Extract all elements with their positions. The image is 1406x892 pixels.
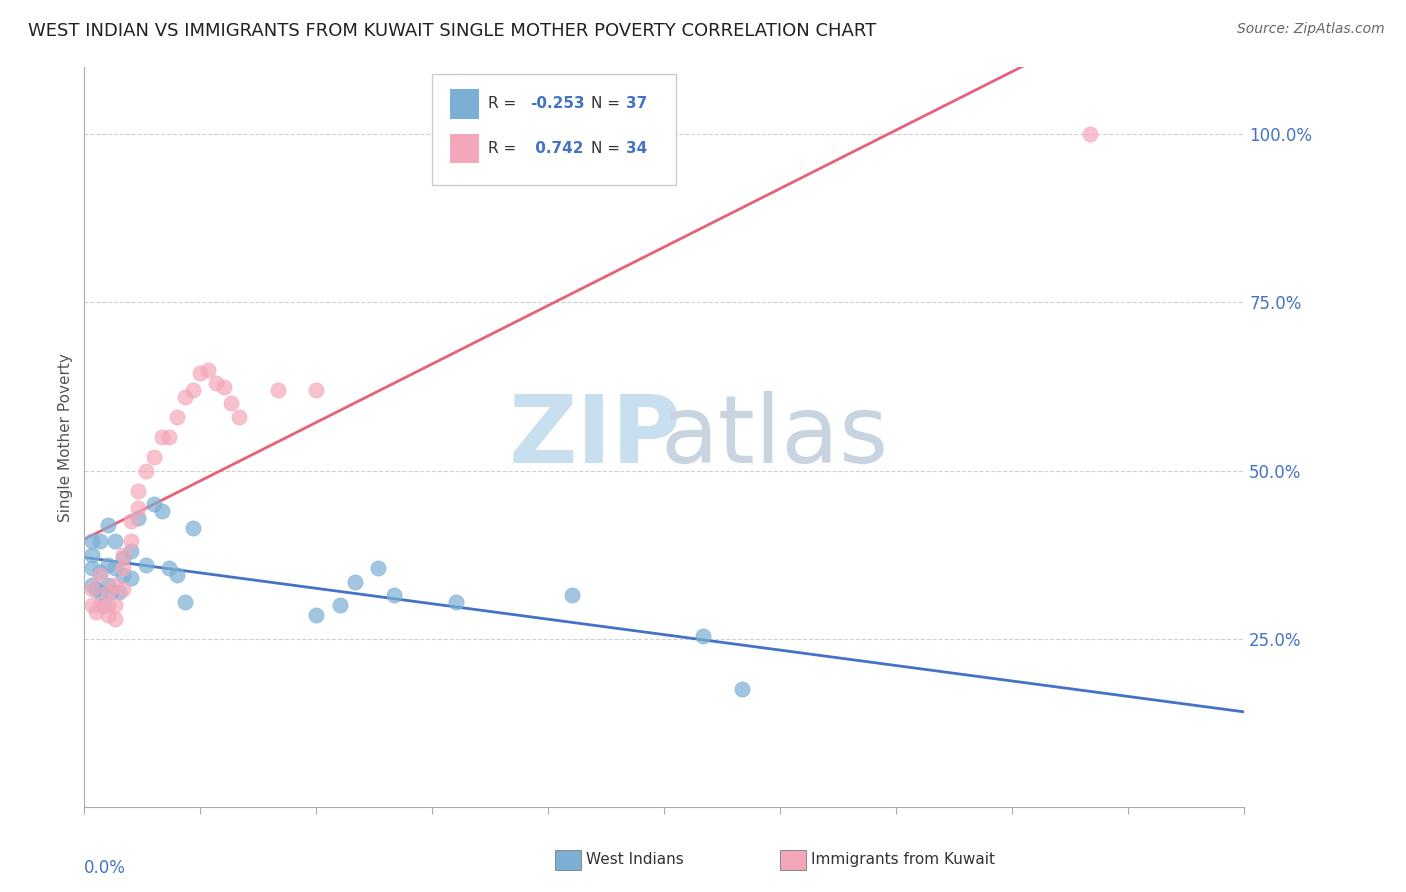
Point <box>197 363 219 377</box>
Point <box>692 629 714 643</box>
Text: atlas: atlas <box>661 391 889 483</box>
Point <box>84 605 107 619</box>
Point <box>212 379 235 393</box>
Point <box>344 574 367 589</box>
Point <box>96 585 118 599</box>
Point <box>104 599 127 613</box>
Y-axis label: Single Mother Poverty: Single Mother Poverty <box>58 352 73 522</box>
Point <box>181 383 204 397</box>
Point <box>174 390 197 404</box>
FancyBboxPatch shape <box>433 74 676 186</box>
Point <box>731 682 754 697</box>
Point <box>82 548 104 562</box>
Point <box>228 409 250 424</box>
Point <box>96 608 118 623</box>
Text: Immigrants from Kuwait: Immigrants from Kuwait <box>811 853 995 867</box>
Point <box>112 561 135 575</box>
Text: 0.0%: 0.0% <box>84 859 127 877</box>
Point <box>267 383 290 397</box>
Text: N =: N = <box>592 96 626 112</box>
Point <box>128 511 150 525</box>
Point <box>108 585 131 599</box>
Text: West Indians: West Indians <box>586 853 685 867</box>
Point <box>112 582 135 596</box>
Point <box>305 608 328 623</box>
Point <box>166 568 188 582</box>
Point <box>96 558 118 572</box>
Point <box>174 595 197 609</box>
Point <box>89 599 111 613</box>
Point <box>128 500 150 515</box>
FancyBboxPatch shape <box>450 134 479 163</box>
Point <box>166 409 188 424</box>
Text: 37: 37 <box>626 96 647 112</box>
Point <box>305 383 328 397</box>
Text: 0.742: 0.742 <box>530 141 583 156</box>
Point <box>89 565 111 579</box>
FancyBboxPatch shape <box>450 89 479 119</box>
Point <box>135 558 157 572</box>
Point <box>150 504 173 518</box>
Point <box>96 517 118 532</box>
Point <box>82 582 104 596</box>
Point <box>84 582 107 596</box>
Point <box>120 514 142 528</box>
Point <box>82 599 104 613</box>
Point <box>82 534 104 549</box>
Point <box>188 366 212 380</box>
Point <box>82 561 104 575</box>
Point <box>96 599 118 613</box>
Point <box>367 561 389 575</box>
Point <box>143 450 166 465</box>
Text: 34: 34 <box>626 141 647 156</box>
Point <box>159 430 180 444</box>
Point <box>89 534 111 549</box>
Point <box>128 483 150 498</box>
Text: Source: ZipAtlas.com: Source: ZipAtlas.com <box>1237 22 1385 37</box>
Point <box>112 568 135 582</box>
Point <box>329 599 352 613</box>
Point <box>1078 127 1101 141</box>
Point <box>82 578 104 592</box>
Point <box>89 568 111 582</box>
Point <box>120 544 142 558</box>
Point <box>104 612 127 626</box>
Point <box>159 561 180 575</box>
Point <box>120 534 142 549</box>
Text: R =: R = <box>488 141 522 156</box>
Point <box>444 595 467 609</box>
Point <box>382 588 405 602</box>
Point <box>112 548 135 562</box>
Point <box>96 578 118 592</box>
Point <box>135 464 157 478</box>
Point <box>104 561 127 575</box>
Point <box>89 585 111 599</box>
Point <box>120 571 142 585</box>
Point <box>150 430 173 444</box>
Point <box>100 585 122 599</box>
Point <box>112 551 135 566</box>
Text: -0.253: -0.253 <box>530 96 585 112</box>
Point <box>561 588 583 602</box>
Text: N =: N = <box>592 141 626 156</box>
Text: R =: R = <box>488 96 522 112</box>
Point <box>205 376 228 391</box>
Point <box>104 534 127 549</box>
Point <box>181 521 204 535</box>
Point <box>93 599 115 613</box>
Point <box>221 396 243 410</box>
Text: ZIP: ZIP <box>509 391 681 483</box>
Point <box>143 497 166 511</box>
Point <box>104 578 127 592</box>
Text: WEST INDIAN VS IMMIGRANTS FROM KUWAIT SINGLE MOTHER POVERTY CORRELATION CHART: WEST INDIAN VS IMMIGRANTS FROM KUWAIT SI… <box>28 22 876 40</box>
